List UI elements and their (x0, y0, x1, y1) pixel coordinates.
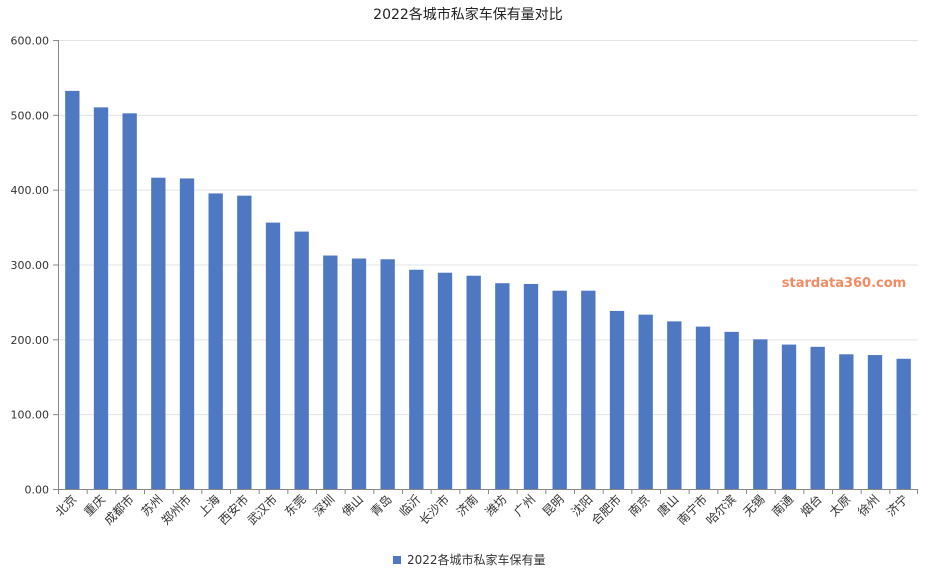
bar[interactable] (380, 259, 395, 489)
bar[interactable] (495, 283, 510, 489)
bar[interactable] (93, 107, 109, 489)
x-tick-label: 徐州 (855, 492, 883, 520)
bar[interactable] (753, 339, 768, 489)
x-tick-label: 昆明 (540, 492, 567, 519)
x-tick-label: 武汉市 (244, 492, 280, 528)
x-axis: 北京 重庆成都市 苏州郑州市 上海西安市武汉市 东莞 深圳 佛山 青岛 临沂长沙市 济南 潍坊 广州昆… (53, 489, 918, 528)
x-tick-label: 济宁 (883, 492, 911, 520)
y-tick-label: 300.00 (11, 259, 50, 272)
x-tick-label: 佛山 (339, 492, 366, 519)
bar[interactable] (896, 358, 911, 489)
bar[interactable] (667, 321, 682, 489)
bar[interactable] (867, 355, 883, 489)
bar[interactable] (552, 290, 567, 489)
bar[interactable] (179, 178, 195, 490)
bar[interactable] (609, 310, 625, 489)
y-axis: 0.00 100.00 200.00 300.00 400.00 500.00 600.00 (11, 35, 59, 497)
bar[interactable] (523, 283, 539, 489)
bar[interactable] (409, 269, 424, 489)
x-tick-label: 广州 (511, 492, 538, 519)
grid-lines (58, 40, 918, 416)
bar[interactable] (151, 177, 166, 489)
bar[interactable] (810, 346, 825, 489)
x-tick-label: 西安市 (215, 492, 251, 528)
legend-label: 2022各城市私家车保有量 (407, 552, 546, 567)
x-tick-label: 太原 (826, 492, 854, 520)
bars (65, 90, 911, 490)
x-tick-label: 长沙市 (416, 492, 452, 528)
chart-title: 2022各城市私家车保有量对比 (373, 6, 563, 23)
bar[interactable] (351, 258, 367, 489)
x-tick-label: 郑州市 (158, 492, 194, 528)
x-tick-label: 合肥市 (588, 492, 624, 528)
bar[interactable] (695, 326, 711, 489)
x-tick-label: 成都市 (101, 492, 137, 528)
bar[interactable] (323, 255, 338, 489)
y-tick-label: 500.00 (11, 109, 50, 122)
bar[interactable] (208, 193, 223, 490)
bar[interactable] (265, 222, 281, 490)
x-tick-label: 南京 (625, 492, 653, 520)
y-tick-label: 100.00 (11, 409, 50, 422)
x-tick-label: 东莞 (282, 492, 309, 519)
bar[interactable] (724, 331, 739, 489)
x-tick-label: 潍坊 (482, 492, 510, 520)
bar[interactable] (237, 195, 252, 490)
bar[interactable] (466, 275, 481, 489)
legend-swatch (393, 556, 401, 564)
y-tick-label: 0.00 (25, 484, 50, 497)
x-tick-label: 济南 (453, 492, 481, 520)
y-tick-label: 600.00 (11, 35, 50, 48)
bar[interactable] (65, 90, 80, 490)
x-tick-label: 无锡 (740, 492, 768, 520)
x-tick-label: 深圳 (311, 492, 338, 519)
x-tick-label: 南宁市 (674, 492, 710, 528)
y-tick-label: 200.00 (11, 334, 50, 347)
watermark-text: stardata360.com (782, 276, 906, 291)
bar[interactable] (581, 290, 596, 489)
y-tick-label: 400.00 (11, 184, 50, 197)
bar[interactable] (638, 314, 653, 489)
x-tick-label: 烟台 (797, 492, 825, 520)
x-tick-label: 哈尔滨 (703, 492, 739, 528)
bar[interactable] (839, 354, 854, 489)
x-tick-label: 北京 (53, 492, 80, 519)
x-tick-label: 南通 (769, 492, 797, 520)
bar[interactable] (294, 231, 309, 489)
x-tick-label: 青岛 (367, 492, 395, 520)
legend[interactable]: 2022各城市私家车保有量 (393, 552, 546, 567)
bar[interactable] (122, 113, 137, 489)
bar[interactable] (781, 344, 797, 489)
bar[interactable] (437, 272, 453, 489)
